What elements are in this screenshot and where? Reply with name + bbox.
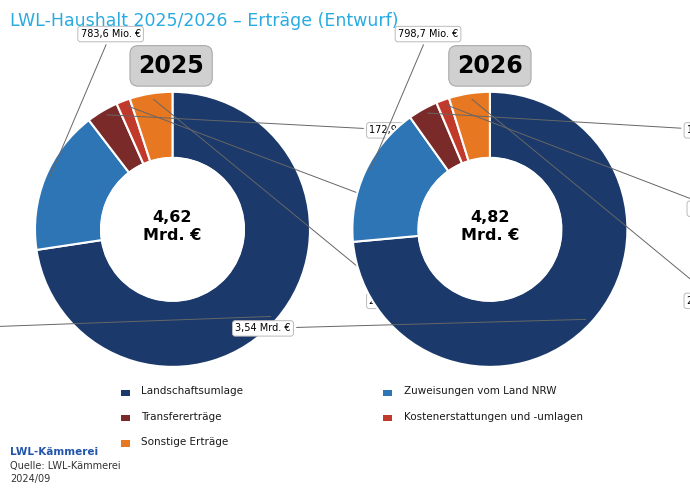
Text: 3,54 Mrd. €: 3,54 Mrd. € (235, 319, 586, 333)
Text: 2026: 2026 (457, 54, 523, 78)
Text: 74,5 Mio. €: 74,5 Mio. € (446, 105, 690, 214)
Wedge shape (353, 92, 627, 367)
Text: Landschaftsumlage: Landschaftsumlage (141, 386, 244, 396)
Wedge shape (35, 120, 129, 250)
Text: Transfererträge: Transfererträge (141, 412, 222, 422)
Text: 75,1 Mio. €: 75,1 Mio. € (127, 106, 426, 214)
Circle shape (101, 158, 244, 301)
Text: Sonstige Erträge: Sonstige Erträge (141, 437, 228, 447)
Text: 168,4 Mio. €: 168,4 Mio. € (428, 113, 690, 135)
Wedge shape (410, 102, 462, 171)
Text: 2025: 2025 (138, 54, 204, 78)
Text: 232,1 Mio. €: 232,1 Mio. € (154, 100, 430, 306)
Text: 4,62
Mrd. €: 4,62 Mrd. € (144, 210, 201, 244)
Wedge shape (37, 92, 310, 367)
Text: LWL-Kämmerei: LWL-Kämmerei (10, 447, 99, 456)
Text: LWL-Haushalt 2025/2026 – Erträge (Entwurf): LWL-Haushalt 2025/2026 – Erträge (Entwur… (10, 12, 399, 30)
Text: 798,7 Mio. €: 798,7 Mio. € (370, 29, 458, 171)
Circle shape (418, 158, 562, 301)
Wedge shape (117, 99, 150, 164)
Wedge shape (353, 118, 449, 242)
Text: 231,4 Mio. €: 231,4 Mio. € (472, 99, 690, 306)
Text: 172,9 Mio. €: 172,9 Mio. € (107, 115, 430, 135)
Text: 4,82
Mrd. €: 4,82 Mrd. € (461, 210, 519, 244)
Text: Kostenerstattungen und -umlagen: Kostenerstattungen und -umlagen (404, 412, 582, 422)
Wedge shape (130, 92, 172, 162)
Text: 3,35 Mrd. €: 3,35 Mrd. € (0, 316, 271, 333)
Text: Zuweisungen vom Land NRW: Zuweisungen vom Land NRW (404, 386, 556, 396)
Wedge shape (449, 92, 490, 161)
Wedge shape (89, 103, 144, 173)
Text: Quelle: LWL-Kämmerei: Quelle: LWL-Kämmerei (10, 461, 121, 471)
Wedge shape (437, 98, 469, 163)
Text: 2024/09: 2024/09 (10, 474, 50, 484)
Text: 783,6 Mio. €: 783,6 Mio. € (50, 29, 141, 177)
